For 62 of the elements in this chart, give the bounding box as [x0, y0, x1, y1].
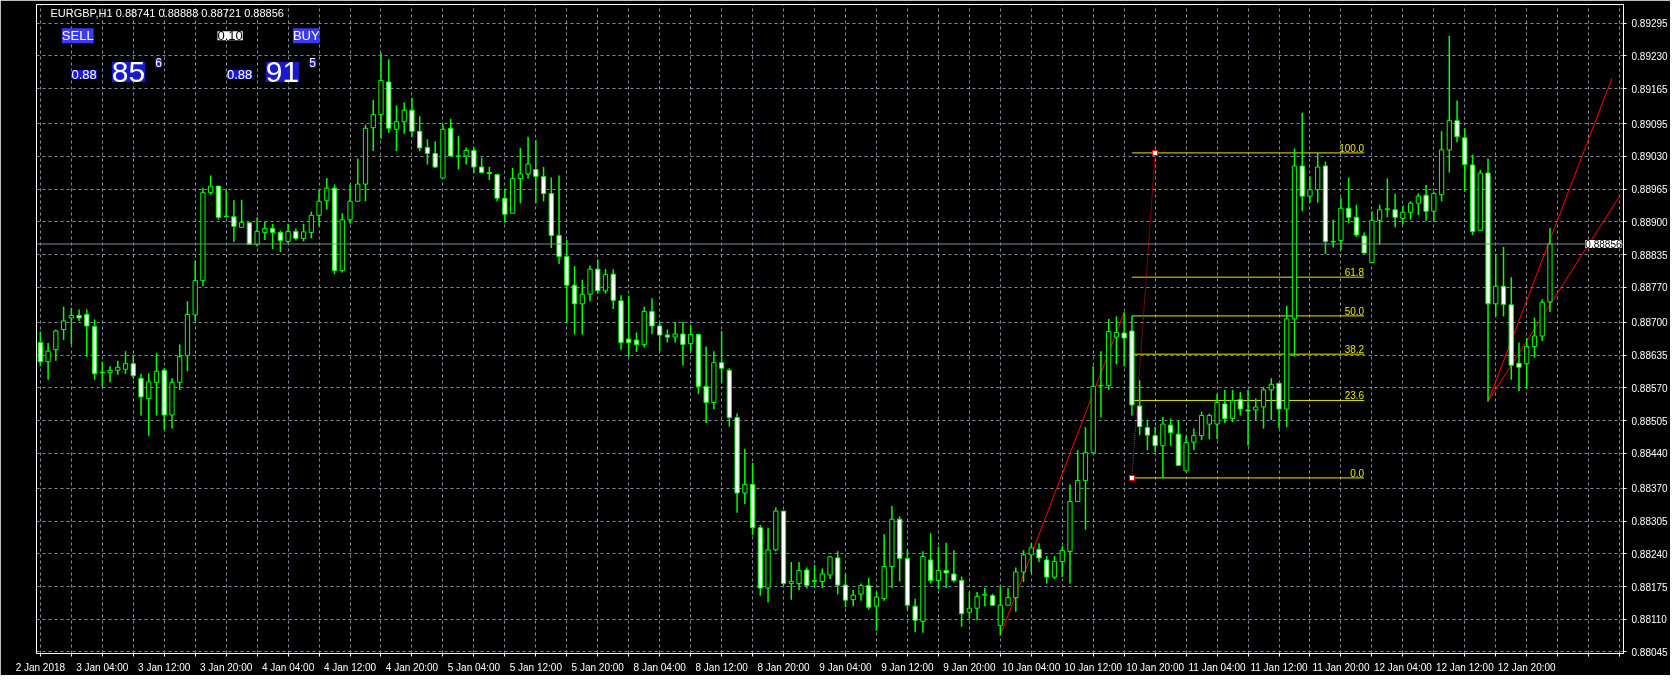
x-tick-label: 10 Jan 12:00 [1064, 661, 1123, 673]
chart-title: EURGBP,H1 0.88741 0.88888 0.88721 0.88856 [50, 6, 284, 19]
y-tick-label: 0.88700 [1631, 317, 1669, 329]
x-tick-label: 10 Jan 20:00 [1126, 661, 1185, 673]
y-tick-label: 0.88045 [1631, 646, 1669, 658]
y-tick-label: 0.89165 [1631, 83, 1669, 95]
y-tick-label: 0.88305 [1631, 516, 1669, 528]
x-tick-label: 8 Jan 12:00 [695, 661, 749, 673]
y-tick-label: 0.89030 [1631, 151, 1669, 163]
x-tick-label: 3 Jan 20:00 [200, 661, 253, 673]
y-tick-label: 0.88440 [1631, 448, 1669, 460]
x-tick-label: 4 Jan 04:00 [261, 661, 315, 673]
x-tick-label: 3 Jan 12:00 [138, 661, 191, 673]
x-tick-label: 11 Jan 12:00 [1250, 661, 1308, 673]
y-tick-label: 0.89095 [1631, 118, 1669, 130]
x-tick-label: 2 Jan 2018 [15, 661, 66, 673]
y-tick-label: 0.88900 [1631, 216, 1669, 228]
series-label: 61.8 [1344, 267, 1365, 279]
x-tick-label: 12 Jan 12:00 [1435, 661, 1495, 673]
y-tick-label: 0.88635 [1631, 350, 1669, 362]
y-tick-label: 0.88570 [1631, 382, 1669, 394]
annotation: SELL [61, 28, 94, 44]
annotation: 5 [309, 56, 317, 71]
y-tick-label: 0.88175 [1631, 581, 1669, 593]
x-tick-label: 11 Jan 20:00 [1312, 661, 1370, 673]
y-tick-label: 0.89295 [1631, 18, 1669, 30]
x-tick-label: 8 Jan 20:00 [757, 661, 811, 673]
y-tick-label: 0.88240 [1631, 548, 1669, 560]
annotation: 0.10 [217, 28, 243, 44]
annotation: 0.88 [226, 67, 253, 83]
x-tick-label: 8 Jan 04:00 [633, 661, 687, 673]
series-label: 0.0 [1350, 467, 1365, 479]
x-tick-label: 5 Jan 04:00 [447, 661, 501, 673]
y-tick-label: 0.88835 [1631, 249, 1669, 261]
annotation: BUY [292, 28, 320, 44]
x-tick-label: 3 Jan 04:00 [76, 661, 129, 673]
annotation: 85 [111, 55, 146, 88]
x-tick-label: 9 Jan 20:00 [943, 661, 996, 673]
series-label: 100.0 [1339, 142, 1365, 154]
y-tick-label: 0.88770 [1631, 282, 1669, 294]
series-label: 50.0 [1344, 305, 1365, 317]
x-tick-label: 4 Jan 12:00 [323, 661, 377, 673]
series-label: 38.2 [1344, 344, 1365, 356]
x-tick-label: 12 Jan 20:00 [1497, 661, 1557, 673]
x-tick-label: 10 Jan 04:00 [1002, 661, 1061, 673]
x-tick-label: 9 Jan 12:00 [881, 661, 934, 673]
x-tick-label: 12 Jan 04:00 [1373, 661, 1433, 673]
x-tick-label: 5 Jan 12:00 [509, 661, 563, 673]
annotation: 0.88 [71, 67, 97, 83]
x-tick-label: 11 Jan 04:00 [1188, 661, 1247, 673]
ref-line-label: 0.88856 [1585, 238, 1622, 250]
y-tick-label: 0.88965 [1631, 184, 1669, 196]
y-tick-label: 0.89230 [1631, 50, 1669, 62]
annotation: 6 [155, 56, 163, 71]
y-tick-label: 0.88505 [1631, 415, 1669, 427]
x-tick-label: 4 Jan 20:00 [385, 661, 439, 673]
annotation: 91 [265, 55, 300, 88]
series-label: 23.6 [1344, 390, 1365, 402]
x-tick-label: 5 Jan 20:00 [571, 661, 625, 673]
x-tick-label: 9 Jan 04:00 [819, 661, 873, 673]
y-tick-label: 0.88110 [1631, 614, 1668, 626]
y-tick-label: 0.88370 [1631, 483, 1669, 495]
